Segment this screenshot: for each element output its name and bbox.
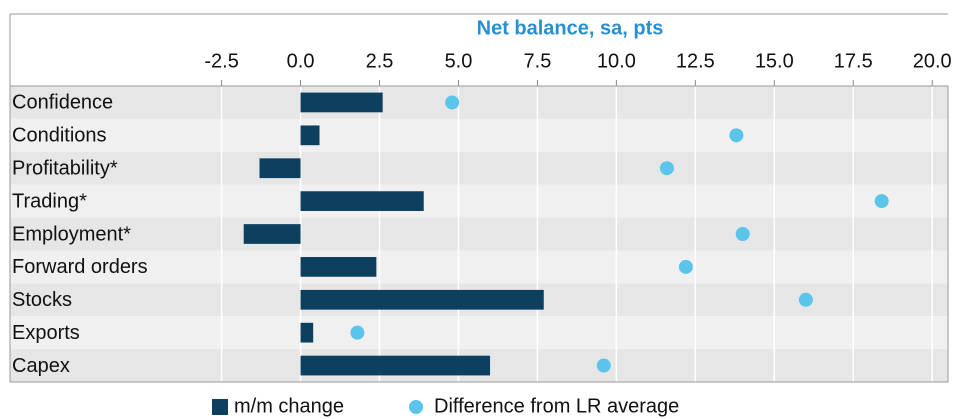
row-band: [10, 118, 948, 152]
y-tick-label: Profitability*: [12, 158, 118, 180]
x-tick-label: 7.5: [524, 50, 552, 72]
y-tick-label: Confidence: [12, 92, 113, 114]
bar: [300, 191, 424, 211]
row-band: [10, 316, 948, 350]
y-tick-label: Stocks: [12, 289, 72, 311]
x-tick-label: 15.0: [755, 50, 794, 72]
y-tick-label: Trading*: [12, 190, 87, 212]
bar: [300, 289, 544, 310]
row-band: [10, 250, 948, 284]
legend-swatch: [409, 400, 423, 414]
bar: [300, 257, 377, 277]
y-tick-label: Capex: [12, 355, 70, 377]
y-tick-label: Forward orders: [12, 256, 148, 278]
bar: [300, 125, 320, 146]
x-tick-label: 10.0: [597, 50, 636, 72]
legend-label: Difference from LR average: [434, 395, 679, 417]
row-band: [10, 184, 948, 218]
row-band: [10, 217, 948, 251]
dot: [874, 194, 889, 209]
dot: [735, 227, 750, 241]
y-tick-label: Exports: [12, 322, 80, 344]
row-band: [10, 151, 948, 185]
x-tick-label: 2.5: [366, 50, 394, 72]
dot: [350, 325, 365, 340]
dot: [596, 358, 611, 373]
x-tick-label: -2.5: [204, 50, 238, 72]
dot: [659, 161, 674, 176]
chart-title: Net balance, sa, pts: [477, 17, 664, 39]
plot-frame: [9, 85, 949, 383]
bar: [243, 224, 301, 244]
bar: [300, 355, 491, 376]
dot: [729, 128, 744, 143]
x-tick-label: 12.5: [676, 50, 715, 72]
dot: [678, 259, 693, 274]
bar: [300, 322, 314, 343]
legend-label: m/m change: [234, 395, 344, 417]
bar: [300, 92, 383, 113]
x-tick-label: 5.0: [445, 50, 473, 72]
x-tick-label: 20.0: [913, 50, 952, 72]
row-band: [10, 86, 948, 119]
dot: [445, 95, 460, 110]
y-tick-label: Conditions: [12, 125, 107, 147]
y-tick-label: Employment*: [12, 223, 131, 245]
x-tick-label: 17.5: [834, 50, 873, 72]
dot: [798, 292, 813, 307]
x-tick-label: 0.0: [287, 50, 315, 72]
bar: [259, 158, 301, 179]
legend-swatch: [212, 399, 228, 415]
